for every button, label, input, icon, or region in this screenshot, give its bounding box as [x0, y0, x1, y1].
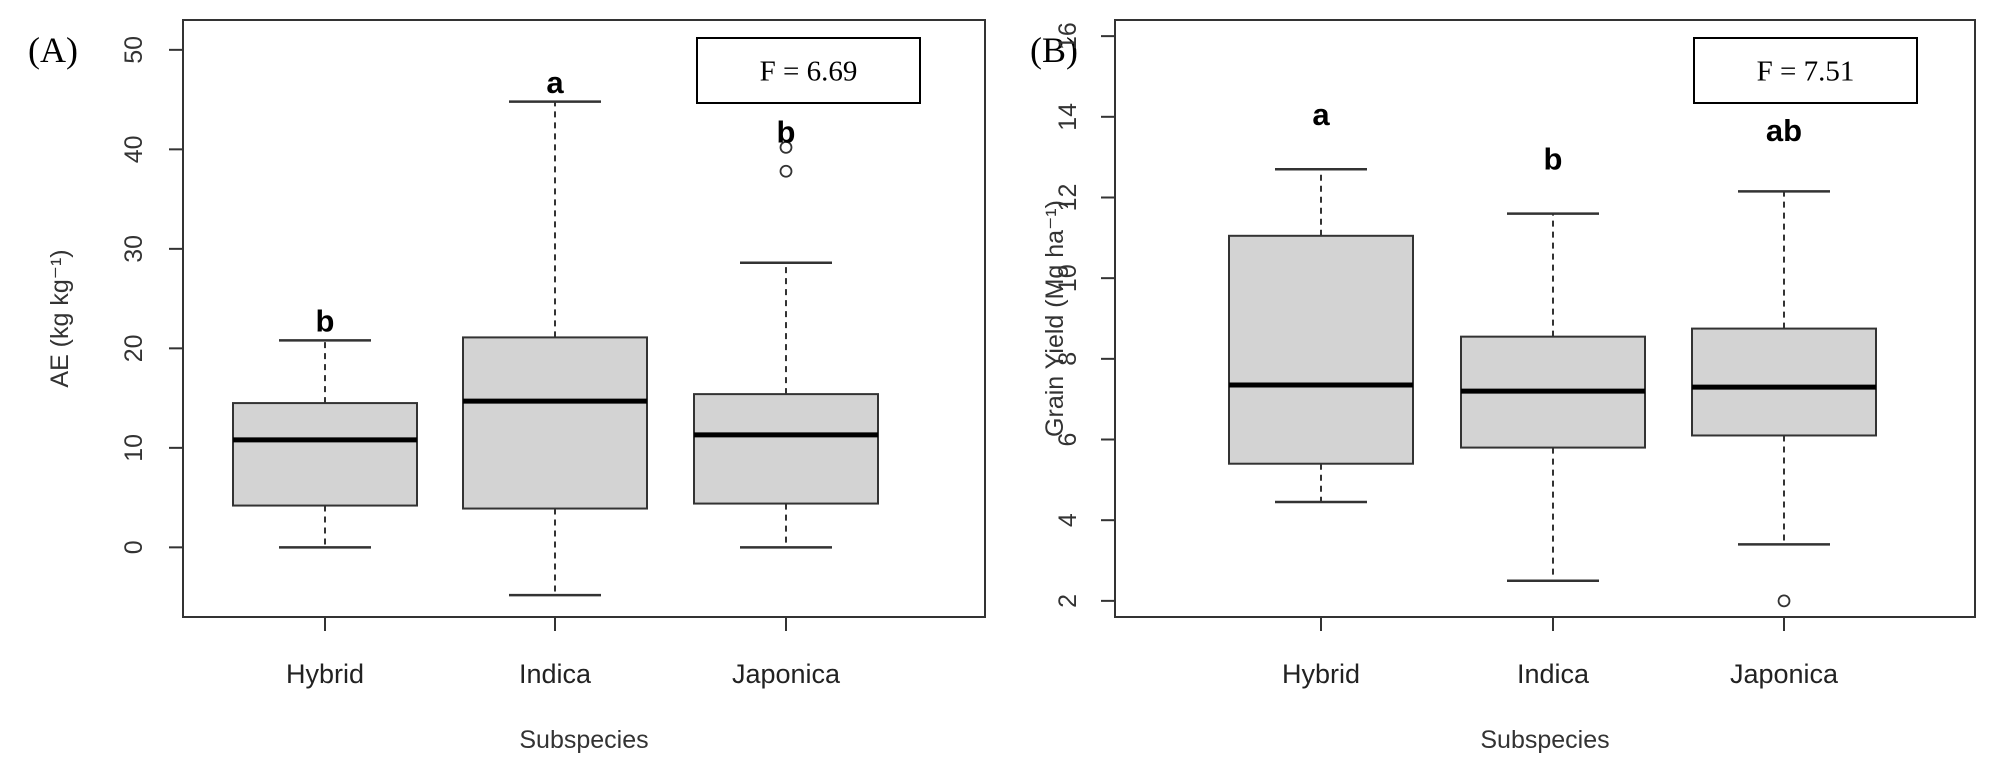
y-tick-label: 10: [1054, 264, 1082, 292]
y-tick-label: 2: [1054, 594, 1082, 608]
iqr-box: [693, 393, 879, 505]
box-japonica: [693, 140, 879, 549]
outlier-point: [779, 140, 793, 154]
x-axis-title: Subspecies: [1480, 726, 1609, 754]
iqr-box: [1691, 327, 1877, 437]
significance-letter: b: [777, 115, 796, 150]
stat-box: [1693, 37, 1918, 104]
y-tick-label: 16: [1054, 22, 1082, 50]
y-tick-label: 40: [120, 135, 148, 163]
outlier-point: [1777, 594, 1791, 608]
x-tick-label: Hybrid: [286, 659, 364, 689]
significance-letter: a: [1312, 97, 1330, 132]
box-hybrid: [1228, 168, 1414, 504]
y-tick-label: 12: [1054, 184, 1082, 212]
panel-b: (B) 2 4 6 8 10 12 14 16 Hybrid Indica Japonica Grain…: [1030, 19, 1976, 754]
iqr-box: [1228, 234, 1414, 465]
y-tick-label: 50: [120, 36, 148, 64]
significance-letter: ab: [1766, 113, 1802, 148]
panel-a: (A) 0 10 20 30 40 50 Hybrid Indica Japonica AE (kg…: [28, 19, 986, 754]
stat-box: [696, 37, 921, 104]
y-axis-title: Grain Yield (Mg ha⁻¹): [1041, 200, 1069, 437]
box-indica: [462, 100, 648, 597]
x-axis-title: Subspecies: [519, 726, 648, 754]
plot-frame: [182, 19, 986, 618]
y-axis-title: AE (kg kg⁻¹): [46, 249, 74, 387]
y-tick-label: 0: [120, 540, 148, 554]
box-indica: [1460, 212, 1646, 582]
x-tick-label: Japonica: [732, 659, 841, 689]
panel-tag: (A): [28, 30, 78, 70]
box-japonica: [1691, 190, 1877, 608]
iqr-box: [232, 402, 418, 507]
x-tick-label: Indica: [519, 659, 592, 689]
x-tick-label: Indica: [1517, 659, 1590, 689]
f-statistic: F = 6.69: [760, 56, 858, 88]
y-tick-label: 30: [120, 235, 148, 263]
significance-letter: a: [546, 65, 564, 100]
iqr-box: [462, 336, 648, 510]
y-tick-label: 10: [120, 434, 148, 462]
y-tick-label: 14: [1054, 103, 1082, 131]
y-tick-label: 20: [120, 334, 148, 362]
f-statistic: F = 7.51: [1757, 56, 1855, 88]
y-tick-label: 8: [1054, 352, 1082, 366]
outlier-point: [779, 164, 793, 178]
x-tick-label: Japonica: [1730, 659, 1839, 689]
significance-letter: b: [1544, 141, 1563, 176]
significance-letter: b: [316, 304, 335, 339]
plot-frame: [1114, 19, 1976, 618]
box-hybrid: [232, 339, 418, 549]
y-tick-label: 4: [1054, 513, 1082, 527]
panel-tag: (B): [1030, 30, 1078, 70]
x-tick-label: Hybrid: [1282, 659, 1360, 689]
y-tick-label: 6: [1054, 433, 1082, 447]
